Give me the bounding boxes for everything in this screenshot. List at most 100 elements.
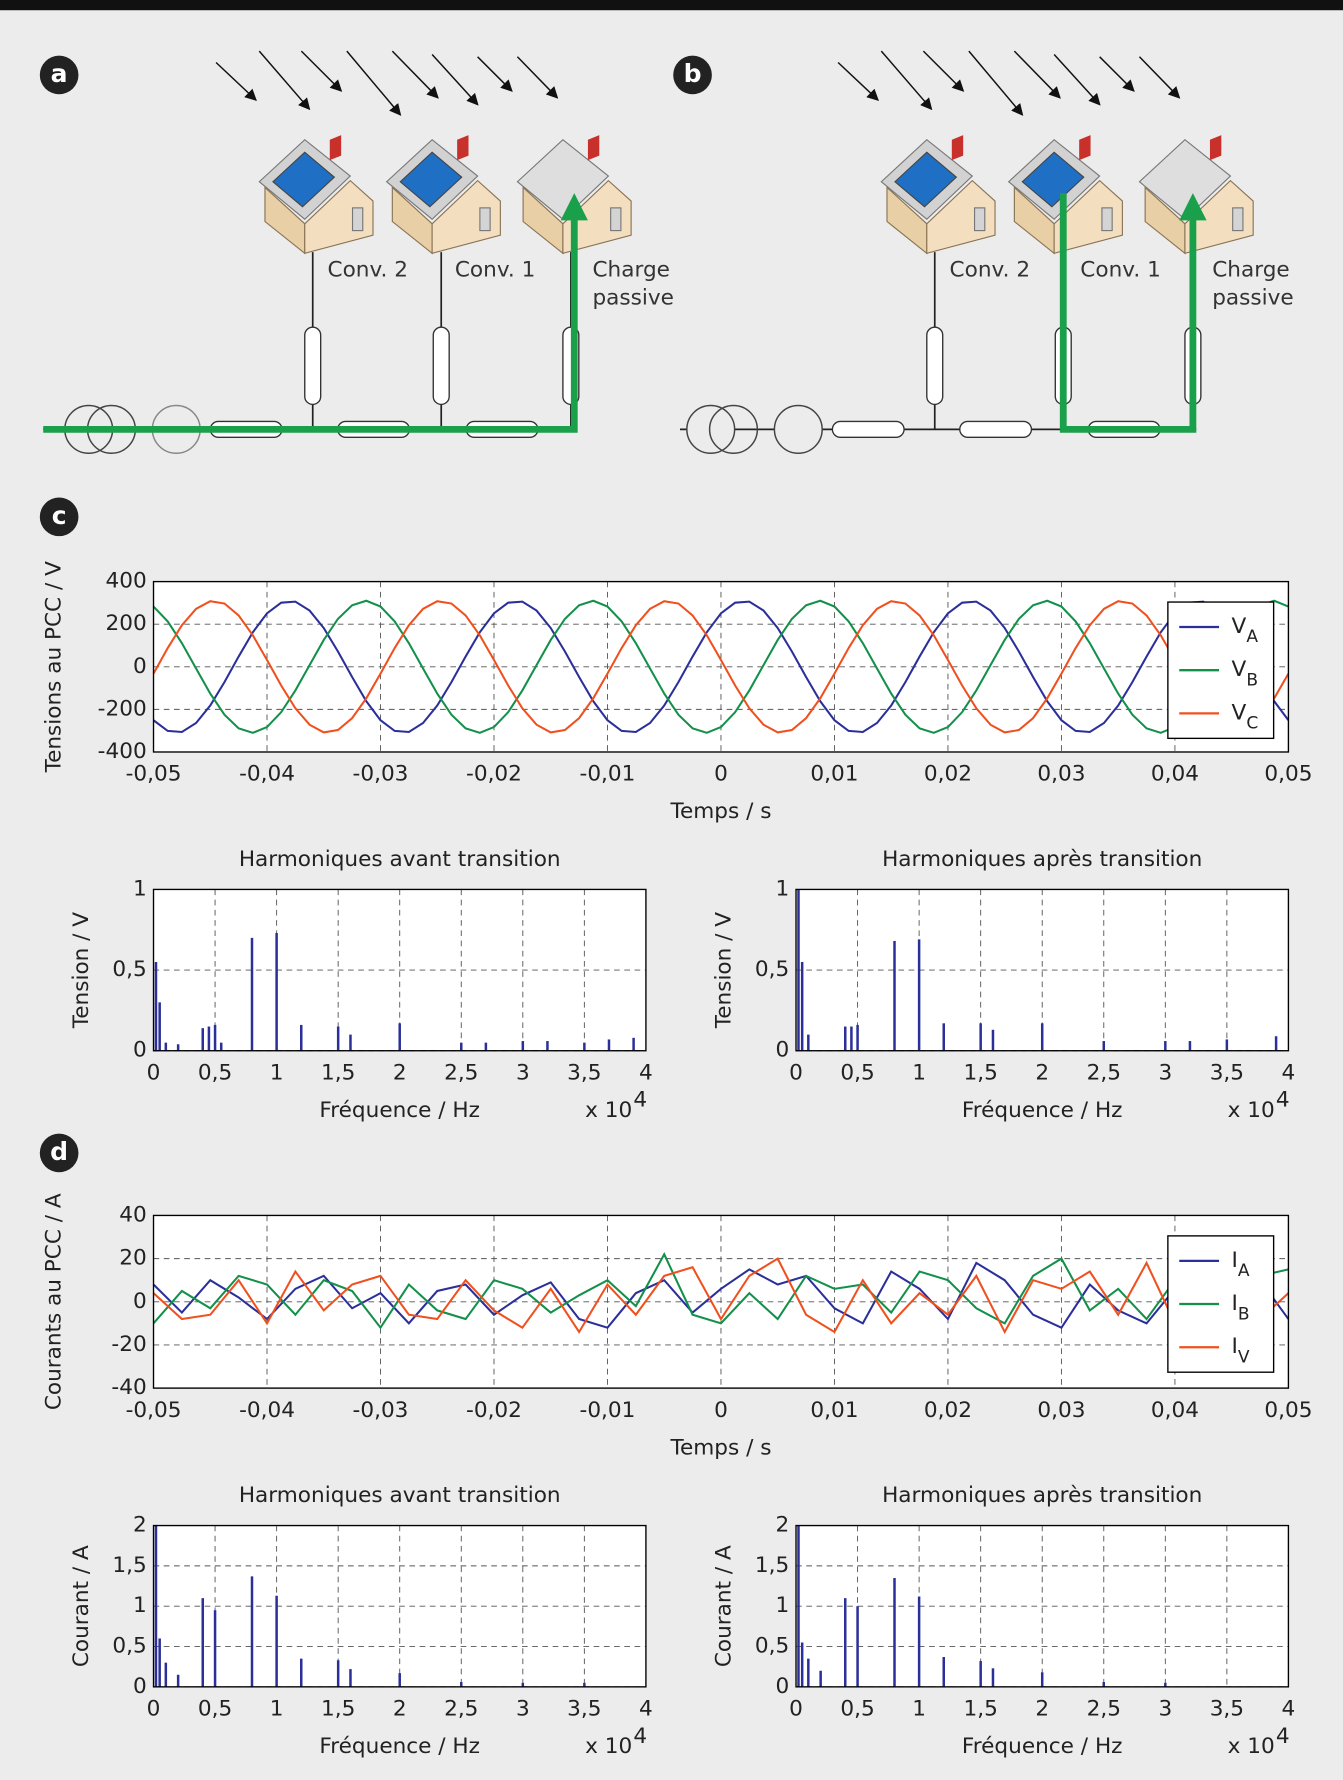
x-multiplier-power: 4 [633, 1088, 647, 1113]
x-tick-label: -0,02 [466, 1398, 522, 1423]
legend-label: IV [1232, 1334, 1250, 1367]
y-tick-label: 0,5 [112, 957, 146, 982]
diagram: Conv. 2 Conv. 1 Charge passive [43, 50, 674, 454]
chart: 0 0,5 1 1,5 2 2,5 3 3,5 4 0 0,5 1 1,5 2 Harmoniques ap… [711, 1483, 1295, 1759]
load-label: Charge [592, 257, 669, 282]
x-tick-label: 0 [789, 1697, 803, 1722]
x-tick-label: 4 [1282, 1060, 1296, 1085]
legend-label: IB [1232, 1291, 1250, 1324]
y-tick-label: 0 [775, 1038, 789, 1063]
badge: d [39, 1133, 79, 1173]
x-tick-label: 0,04 [1151, 762, 1199, 787]
y-tick-label: 0,5 [112, 1634, 146, 1659]
x-tick-label: 2 [393, 1060, 407, 1085]
load-label: passive [1212, 286, 1293, 311]
y-axis-label: Tension / V [711, 912, 736, 1030]
x-tick-label: -0,03 [353, 762, 409, 787]
badge: b [673, 55, 712, 95]
y-tick-label: 20 [119, 1246, 146, 1271]
house [1138, 134, 1254, 254]
x-tick-label: 0,03 [1037, 1398, 1085, 1423]
y-tick-label: 1,5 [112, 1553, 146, 1578]
cables [209, 326, 580, 439]
y-tick-label: 1 [775, 1593, 789, 1618]
plot-frame [152, 580, 1290, 753]
plot-frame [152, 1524, 647, 1688]
x-tick-label: 1 [912, 1060, 926, 1085]
x-tick-label: 0 [147, 1060, 161, 1085]
x-multiplier: x 10 [1228, 1734, 1275, 1759]
x-tick-label: 0 [714, 1398, 728, 1423]
series-line [152, 1252, 1289, 1330]
x-axis-label: Fréquence / Hz [962, 1098, 1123, 1123]
x-tick-label: 1,5 [963, 1697, 997, 1722]
y-tick-label: 2 [775, 1513, 789, 1538]
y-tick-label: -200 [98, 696, 147, 721]
x-tick-label: 3,5 [1210, 1060, 1244, 1085]
x-tick-label: 4 [1282, 1697, 1296, 1722]
x-axis-label: Fréquence / Hz [319, 1098, 480, 1123]
cables [831, 326, 1202, 439]
x-tick-label: 0 [789, 1060, 803, 1085]
y-axis-label: Tension / V [69, 912, 94, 1030]
legend-label: IA [1232, 1248, 1250, 1281]
badge: a [39, 55, 79, 95]
series-line [152, 600, 1290, 734]
x-tick-label: 0,5 [198, 1697, 232, 1722]
x-tick-label: 2 [393, 1697, 407, 1722]
y-axis-label: Courant / A [69, 1545, 94, 1667]
y-tick-label: 0,5 [755, 957, 789, 982]
x-tick-label: -0,02 [466, 762, 522, 787]
x-tick-label: 1 [912, 1697, 926, 1722]
x-tick-label: -0,04 [239, 1398, 295, 1423]
x-axis-label: Fréquence / Hz [319, 1734, 480, 1759]
x-tick-label: 1,5 [321, 1060, 355, 1085]
power-flow [1059, 193, 1207, 433]
legend-label: VC [1232, 700, 1259, 733]
diagram: Conv. 2 Conv. 1 Charge passive [680, 50, 1294, 454]
x-tick-label: 2 [1035, 1060, 1049, 1085]
x-multiplier: x 10 [585, 1734, 632, 1759]
y-tick-label: 0 [133, 654, 147, 679]
house [258, 134, 374, 254]
series-line [152, 599, 1289, 734]
y-tick-label: -400 [98, 739, 147, 764]
x-tick-label: 1,5 [321, 1697, 355, 1722]
legend-label: VA [1232, 614, 1259, 647]
plot-frame [795, 888, 1290, 1052]
chart-title: Harmoniques après transition [882, 1483, 1202, 1508]
badge-label: b [684, 59, 702, 88]
y-tick-label: 2 [133, 1513, 147, 1538]
x-tick-label: -0,01 [580, 1398, 636, 1423]
x-tick-label: 3,5 [567, 1697, 601, 1722]
badge-label: a [51, 59, 68, 88]
x-tick-label: 1 [270, 1060, 284, 1085]
x-tick-label: 1,5 [963, 1060, 997, 1085]
x-tick-label: 0,5 [198, 1060, 232, 1085]
y-tick-label: 1 [133, 876, 147, 901]
converter-label: Conv. 1 [1080, 257, 1161, 282]
y-tick-label: 0 [775, 1674, 789, 1699]
transformer [686, 404, 823, 454]
legend-label: VB [1232, 657, 1258, 690]
x-tick-label: 3 [516, 1697, 530, 1722]
x-tick-label: 2,5 [1087, 1060, 1121, 1085]
x-tick-label: 0,02 [924, 1398, 972, 1423]
x-tick-label: 0,05 [1264, 762, 1312, 787]
house [386, 134, 501, 254]
x-axis-label: Temps / s [669, 799, 771, 824]
legend: VA VB VC [1167, 601, 1275, 740]
x-tick-label: 3 [516, 1060, 530, 1085]
plot-frame [152, 888, 647, 1052]
x-tick-label: 0 [147, 1697, 161, 1722]
x-tick-label: -0,05 [126, 762, 182, 787]
plot-frame [152, 1214, 1290, 1389]
x-tick-label: -0,03 [353, 1398, 409, 1423]
chart: 0 0,5 1 1,5 2 2,5 3 3,5 4 0 0,5 1 Harmoniques avant … [69, 847, 653, 1123]
chart: -0,05 -0,04 -0,03 -0,02 -0,01 0 0,01 0,02 0,03 0,… [42, 561, 1313, 824]
x-tick-label: 2 [1035, 1697, 1049, 1722]
x-axis-label: Fréquence / Hz [962, 1734, 1123, 1759]
series-line [152, 1257, 1290, 1335]
y-tick-label: 0 [133, 1674, 147, 1699]
